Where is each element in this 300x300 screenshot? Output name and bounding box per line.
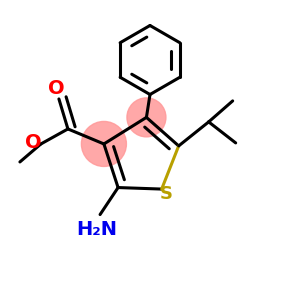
Text: S: S	[160, 185, 173, 203]
Circle shape	[127, 98, 166, 137]
Circle shape	[81, 122, 126, 167]
Text: O: O	[25, 133, 42, 152]
Text: H₂N: H₂N	[76, 220, 118, 239]
Text: O: O	[48, 79, 64, 98]
